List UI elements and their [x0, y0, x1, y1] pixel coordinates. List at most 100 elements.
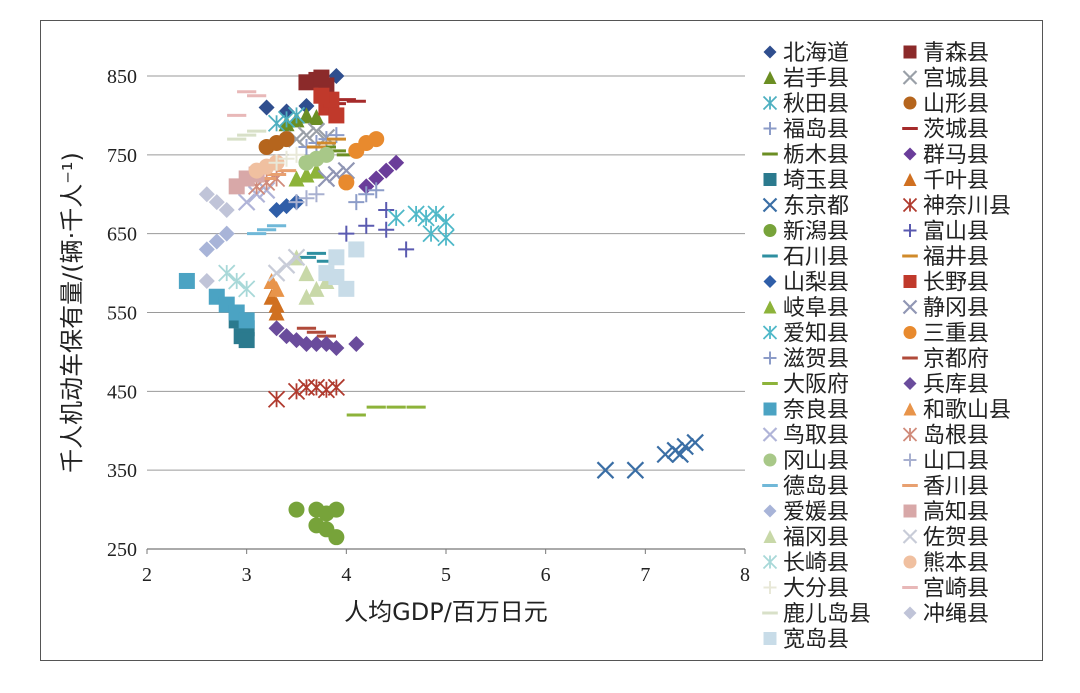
- data-point: [298, 265, 315, 282]
- data-point: [308, 108, 325, 125]
- data-point: [338, 225, 355, 242]
- y-tick-label: 450: [107, 381, 137, 403]
- series-3: [287, 122, 336, 148]
- legend-item: 大分县: [763, 577, 849, 602]
- legend-item: 静冈县: [902, 296, 989, 321]
- legend-item: 神奈川县: [902, 194, 1011, 219]
- legend-marker: [903, 326, 917, 339]
- legend-marker: [763, 504, 777, 518]
- legend-marker: [902, 529, 918, 544]
- legend-label: 冲绳县: [923, 602, 989, 627]
- legend-item: 茨城县: [902, 118, 989, 143]
- legend-item: 山口县: [903, 449, 989, 474]
- data-point: [287, 382, 306, 400]
- data-point: [358, 217, 375, 234]
- legend-marker: [763, 351, 777, 365]
- legend-label: 大阪府: [783, 373, 849, 398]
- data-point: [238, 332, 255, 349]
- x-tick-label: 6: [541, 564, 551, 586]
- data-point: [277, 110, 296, 128]
- data-point: [368, 170, 385, 187]
- legend-item: 大阪府: [762, 373, 849, 398]
- legend-marker: [903, 224, 917, 237]
- data-point: [238, 312, 255, 329]
- series-42: [268, 146, 305, 171]
- data-point: [358, 186, 375, 203]
- data-points: [178, 68, 704, 546]
- legend-label: 山形县: [923, 92, 989, 117]
- x-axis-label: 人均GDP/百万日元: [344, 598, 548, 626]
- series-36: [198, 225, 235, 258]
- data-point: [626, 461, 645, 479]
- data-point: [218, 225, 235, 242]
- data-point: [348, 194, 365, 211]
- data-point: [328, 107, 345, 124]
- legend-marker: [763, 453, 777, 467]
- legend-marker: [763, 45, 777, 59]
- data-point: [208, 233, 225, 250]
- legend-label: 山梨县: [783, 271, 849, 296]
- y-axis-label: 千人机动车保有量/(辆·千人⁻¹): [58, 152, 86, 473]
- legend-item: 秋田县: [762, 92, 849, 117]
- data-point: [338, 174, 355, 191]
- legend-label: 福岛县: [783, 118, 849, 143]
- data-point: [263, 272, 280, 289]
- series-27: [268, 320, 365, 356]
- legend-label: 静冈县: [923, 296, 989, 321]
- data-point: [348, 336, 365, 353]
- data-point: [287, 248, 306, 267]
- data-point: [267, 264, 286, 282]
- legend-label: 鸟取县: [783, 424, 849, 449]
- legend-item: 埼玉县: [763, 169, 849, 194]
- data-point: [378, 202, 395, 219]
- data-point: [267, 390, 286, 408]
- legend-label: 长野县: [923, 271, 989, 296]
- data-point: [237, 193, 256, 211]
- legend-marker: [903, 402, 917, 416]
- legend-marker: [903, 504, 917, 518]
- data-point: [308, 186, 325, 203]
- series-28: [178, 272, 255, 329]
- legend-item: 鸟取县: [762, 424, 849, 449]
- data-point: [422, 225, 440, 243]
- legend-item: 长崎县: [762, 551, 849, 576]
- data-point: [198, 186, 215, 203]
- legend-item: 群马县: [903, 143, 989, 168]
- series-29: [263, 272, 285, 297]
- data-point: [388, 154, 405, 171]
- data-point: [288, 501, 305, 518]
- y-tick-label: 250: [107, 539, 137, 561]
- series-4: [267, 106, 306, 132]
- data-point: [307, 122, 326, 140]
- legend-marker: [763, 224, 777, 237]
- series-19: [313, 87, 345, 124]
- data-point: [198, 272, 215, 289]
- legend-label: 富山县: [923, 220, 989, 245]
- legend-marker: [903, 173, 917, 186]
- series-17: [306, 137, 346, 149]
- legend-marker: [763, 122, 777, 135]
- legend-label: 京都府: [923, 347, 989, 372]
- legend-marker: [903, 555, 917, 569]
- legend-item: 佐贺县: [902, 526, 989, 551]
- legend-label: 福井县: [923, 245, 989, 270]
- data-point: [278, 131, 295, 148]
- legend-label: 石川县: [783, 245, 849, 270]
- legend-item: 岛根县: [902, 424, 989, 449]
- legend-item: 福冈县: [763, 526, 849, 551]
- legend-marker: [903, 45, 917, 59]
- legend-label: 福冈县: [783, 526, 849, 551]
- legend-label: 高知县: [923, 500, 989, 525]
- data-point: [676, 437, 694, 456]
- series-20: [288, 162, 325, 187]
- legend-item: 福岛县: [763, 118, 849, 143]
- y-tick-label: 850: [107, 66, 137, 88]
- data-point: [287, 106, 306, 125]
- data-point: [437, 228, 455, 247]
- legend-marker: [762, 427, 778, 442]
- legend-item: 北海道: [763, 41, 849, 66]
- data-point: [328, 501, 345, 518]
- x-tick-label: 3: [242, 564, 252, 586]
- data-point: [298, 190, 315, 207]
- legend-item: 山梨县: [763, 271, 849, 296]
